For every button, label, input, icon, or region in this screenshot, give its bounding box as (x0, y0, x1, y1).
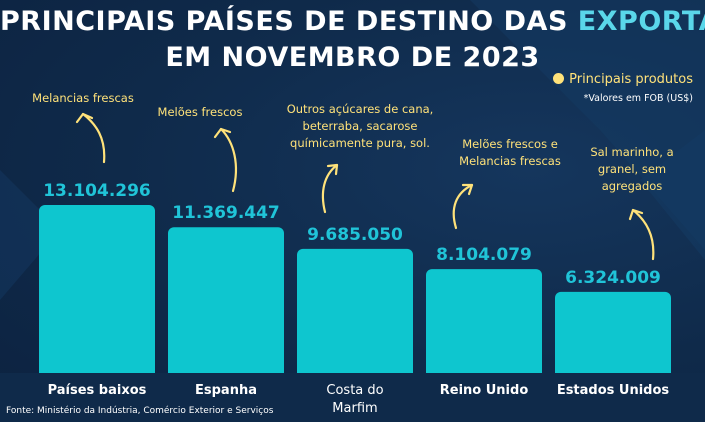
category-label-espanha: Espanha (195, 383, 257, 398)
category-label-reino-unido: Reino Unido (440, 383, 529, 398)
title-line-2: EM NOVEMBRO DE 2023 (165, 42, 540, 73)
arrowhead-paises-baixos-icon (75, 112, 94, 124)
title-prefix: PRINCIPAIS PAÍSES DE DESTINO DAS (0, 6, 578, 37)
decor-shape-left (0, 170, 60, 300)
decor-shape-top-right (470, 0, 705, 250)
value-label-paises-baixos: 13.104.296 (43, 181, 151, 201)
arrowhead-costa-do-marfim-icon (326, 163, 339, 176)
arrow-espanha-icon (219, 127, 237, 193)
category-label-paises-baixos: Países baixos (48, 383, 147, 398)
annotation-costa-do-marfim: Outros açúcares de cana, beterraba, saca… (286, 102, 434, 150)
title-line-1: PRINCIPAIS PAÍSES DE DESTINO DAS EXPORTA… (0, 6, 705, 37)
value-label-estados-unidos: 6.324.009 (565, 268, 661, 288)
value-label-reino-unido: 8.104.079 (436, 245, 532, 265)
bar-estados-unidos (555, 291, 671, 379)
arrowhead-espanha-icon (213, 127, 232, 139)
legend-dot-icon (553, 73, 565, 84)
annotation-estados-unidos: Sal marinho, a granel, sem agregados (590, 145, 674, 193)
bar-reino-unido (426, 269, 542, 379)
arrow-estados-unidos-icon (631, 208, 655, 261)
annotation-paises-baixos: Melancias frescas (32, 91, 134, 105)
value-label-espanha: 11.369.447 (172, 203, 280, 223)
category-label-costa-do-marfim-line-2: Marfim (332, 401, 377, 416)
source-note: Fonte: Ministério da Indústria, Comércio… (6, 406, 274, 416)
legend: Principais produtos (553, 72, 693, 87)
category-label-costa-do-marfim-line-1: Costa do (326, 383, 383, 398)
arrowhead-reino-unido-icon (461, 183, 474, 196)
bar-paises-baixos (39, 205, 155, 379)
bar-costa-do-marfim (297, 248, 413, 379)
annotation-espanha: Melões frescos (157, 105, 243, 119)
bar-espanha (168, 227, 284, 379)
annotation-reino-unido: Melões frescos e Melancias frescas (459, 137, 561, 168)
currency-note: *Valores em FOB (US$) (583, 93, 693, 104)
arrow-paises-baixos-icon (81, 112, 106, 164)
arrow-reino-unido-icon (452, 183, 474, 230)
category-strip (0, 373, 705, 422)
arrow-costa-do-marfim-icon (321, 163, 339, 214)
value-label-costa-do-marfim: 9.685.050 (307, 225, 403, 245)
category-label-estados-unidos: Estados Unidos (557, 383, 670, 398)
decor-shape-right (640, 130, 705, 260)
title-highlight: EXPORTAÇÕES (577, 6, 705, 37)
legend-label: Principais produtos (569, 72, 693, 87)
arrowhead-estados-unidos-icon (628, 208, 644, 221)
